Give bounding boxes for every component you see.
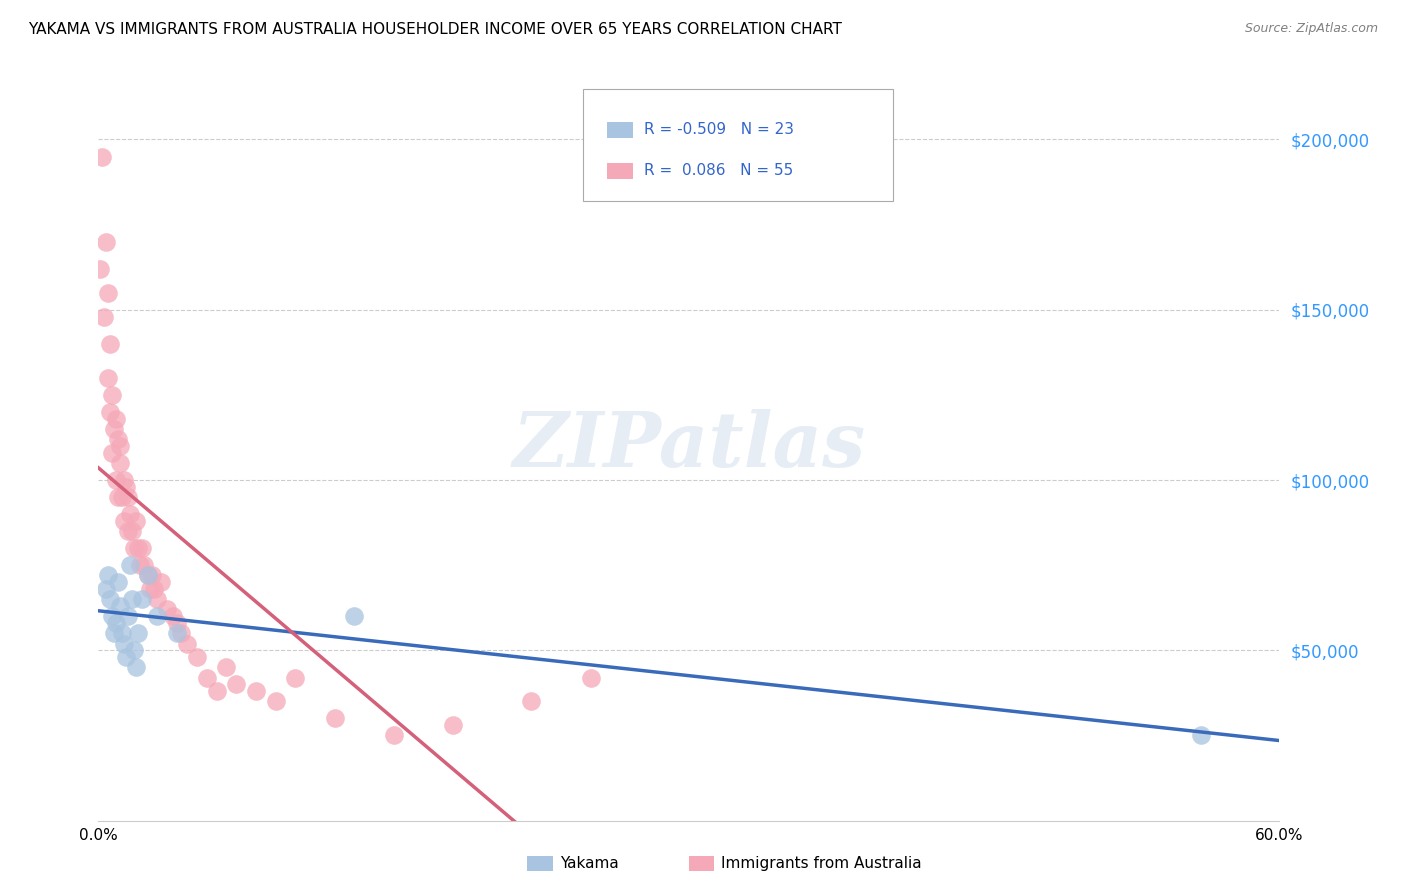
Point xyxy=(105,616,128,631)
Point xyxy=(150,575,173,590)
Point xyxy=(107,432,129,446)
Point xyxy=(162,609,184,624)
Point xyxy=(118,558,141,573)
Point xyxy=(115,650,138,665)
Point xyxy=(520,694,543,708)
Point xyxy=(176,636,198,650)
Point xyxy=(284,671,307,685)
Text: Yakama: Yakama xyxy=(560,856,619,871)
Point xyxy=(264,694,287,708)
Point xyxy=(146,592,169,607)
Point xyxy=(166,626,188,640)
Point xyxy=(108,456,131,470)
Point xyxy=(156,602,179,616)
Point xyxy=(441,718,464,732)
Point xyxy=(382,729,405,743)
Point xyxy=(103,626,125,640)
Point xyxy=(107,490,129,504)
Point xyxy=(108,439,131,453)
Point xyxy=(117,609,139,624)
Point xyxy=(579,671,602,685)
Point xyxy=(1189,729,1212,743)
Point xyxy=(136,568,159,582)
Point xyxy=(127,541,149,556)
Point xyxy=(195,671,218,685)
Point xyxy=(103,422,125,436)
Point xyxy=(186,650,208,665)
Point xyxy=(245,684,267,698)
Point xyxy=(108,599,131,613)
Point xyxy=(141,568,163,582)
Point xyxy=(117,490,139,504)
Point xyxy=(98,405,121,419)
Point xyxy=(136,568,159,582)
Point xyxy=(166,616,188,631)
Point xyxy=(96,235,118,249)
Point xyxy=(132,558,155,573)
Point xyxy=(215,660,238,674)
Point xyxy=(225,677,247,691)
Point xyxy=(111,626,134,640)
Point xyxy=(343,609,366,624)
Point xyxy=(128,558,150,573)
Point xyxy=(146,609,169,624)
Text: Immigrants from Australia: Immigrants from Australia xyxy=(721,856,922,871)
Point xyxy=(93,310,115,324)
Point xyxy=(112,636,135,650)
Point xyxy=(97,285,120,300)
Point xyxy=(98,336,121,351)
Point xyxy=(98,592,121,607)
Point xyxy=(170,626,193,640)
Text: R =  0.086   N = 55: R = 0.086 N = 55 xyxy=(644,163,793,178)
Point xyxy=(112,473,135,487)
Point xyxy=(97,371,120,385)
Text: R = -0.509   N = 23: R = -0.509 N = 23 xyxy=(644,122,794,137)
Point xyxy=(131,541,153,556)
Point xyxy=(118,507,141,521)
Point xyxy=(101,388,124,402)
Text: ZIPatlas: ZIPatlas xyxy=(512,409,866,483)
Point xyxy=(91,149,114,163)
Text: Source: ZipAtlas.com: Source: ZipAtlas.com xyxy=(1244,22,1378,36)
Point xyxy=(122,643,145,657)
Point xyxy=(115,480,138,494)
Point xyxy=(105,473,128,487)
Point xyxy=(205,684,228,698)
Point xyxy=(125,660,148,674)
Point xyxy=(127,626,149,640)
Text: YAKAMA VS IMMIGRANTS FROM AUSTRALIA HOUSEHOLDER INCOME OVER 65 YEARS CORRELATION: YAKAMA VS IMMIGRANTS FROM AUSTRALIA HOUS… xyxy=(28,22,842,37)
Point xyxy=(122,541,145,556)
Point xyxy=(138,582,160,596)
Point xyxy=(101,446,124,460)
Point xyxy=(121,592,143,607)
Point xyxy=(112,514,135,528)
Point xyxy=(105,411,128,425)
Point xyxy=(323,711,346,725)
Point xyxy=(125,514,148,528)
Point xyxy=(96,582,118,596)
Point xyxy=(101,609,124,624)
Point xyxy=(117,524,139,538)
Point xyxy=(142,582,165,596)
Point xyxy=(97,568,120,582)
Point xyxy=(131,592,153,607)
Point xyxy=(107,575,129,590)
Point xyxy=(121,524,143,538)
Point xyxy=(111,490,134,504)
Point xyxy=(89,261,111,276)
